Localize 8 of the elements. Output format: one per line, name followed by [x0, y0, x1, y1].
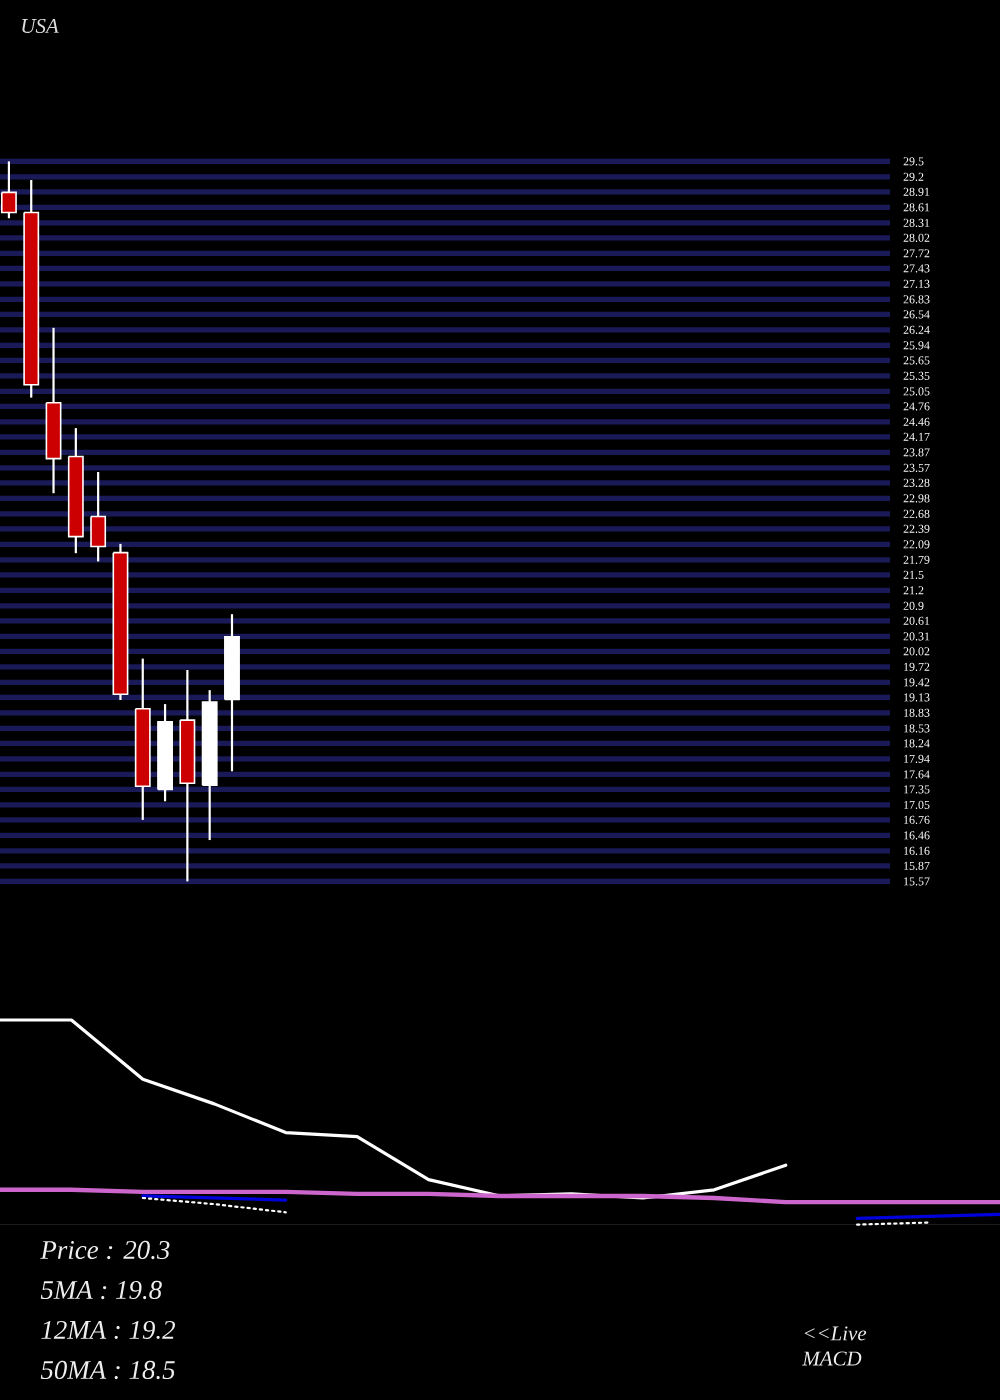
text: <<Live MACD — [802, 1326, 867, 1366]
chart-title: USA — [22, 18, 59, 34]
text: 5MA : 19.8 — [40, 1280, 162, 1300]
text: 50MA : 18.5 — [40, 1360, 175, 1380]
text: Price : 20.3 — [40, 1240, 170, 1260]
candlestick — [0, 160, 17, 220]
text: 12MA : 19.2 — [41, 1320, 176, 1340]
candlestick — [90, 470, 107, 563]
